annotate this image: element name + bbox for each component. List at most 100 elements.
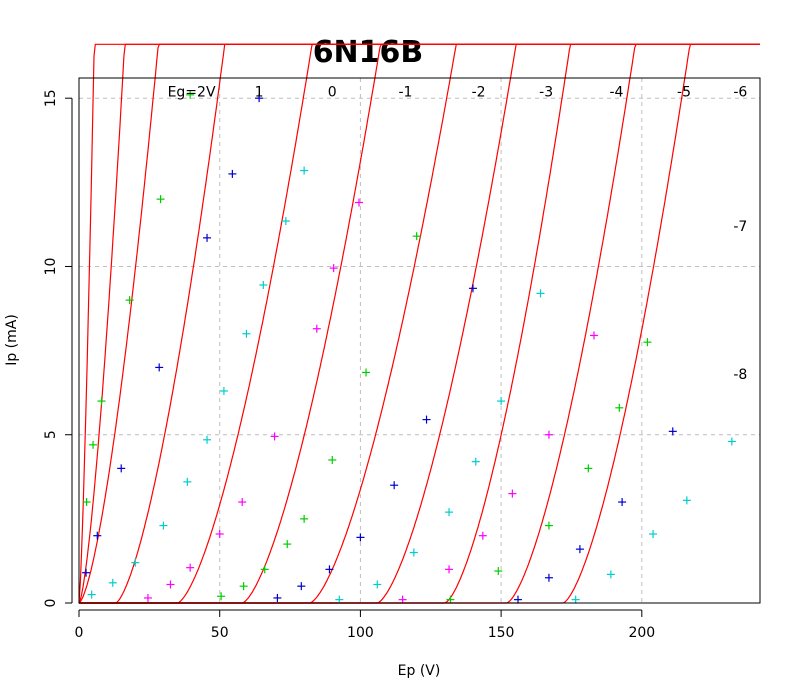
x-tick-label-0: 0 — [75, 625, 84, 641]
data-point — [398, 595, 407, 604]
data-point — [356, 533, 365, 542]
data-point — [300, 514, 309, 523]
data-point — [242, 329, 251, 338]
data-point — [571, 595, 580, 604]
data-point — [87, 590, 96, 599]
data-point — [186, 563, 195, 572]
curve-label-7: -5 — [677, 84, 691, 100]
data-point — [89, 440, 98, 449]
data-point — [97, 397, 106, 406]
data-point — [156, 195, 165, 204]
grid — [79, 78, 760, 603]
data-point — [412, 232, 421, 241]
data-point — [445, 508, 454, 517]
data-point — [228, 169, 237, 178]
model-curve-10 — [79, 43, 760, 604]
data-point — [217, 592, 226, 601]
data-point — [300, 166, 309, 175]
curve-label-5: -3 — [539, 84, 553, 100]
data-point — [373, 580, 382, 589]
data-point — [329, 264, 338, 273]
curve-label-10: -8 — [733, 367, 747, 383]
data-point — [203, 435, 212, 444]
data-point — [468, 284, 477, 293]
data-point — [494, 567, 503, 576]
data-point — [297, 582, 306, 591]
data-point — [727, 437, 736, 446]
data-point — [159, 521, 168, 530]
model-curve-2 — [78, 43, 760, 604]
data-point — [131, 558, 140, 567]
data-point — [682, 496, 691, 505]
curve-label-1: 1 — [255, 84, 264, 100]
data-point — [183, 477, 192, 486]
data-point — [478, 531, 487, 540]
data-point — [446, 595, 455, 604]
data-point — [354, 198, 363, 207]
x-axis-label: Ep (V) — [398, 663, 441, 679]
model-curve-6 — [79, 43, 760, 604]
data-point — [497, 397, 506, 406]
model-curve-4 — [79, 43, 760, 604]
data-point — [281, 217, 290, 226]
chart-title: 6N16B — [313, 35, 424, 70]
data-point — [409, 548, 418, 557]
data-point — [155, 363, 164, 372]
data-point — [283, 540, 292, 549]
data-point — [125, 296, 134, 305]
model-curve-0 — [78, 43, 760, 604]
model-curve-5 — [79, 43, 760, 604]
curve-labels: Eg=2V 1 0 -1 -2 -3 -4 -5 -6 -7 -8 — [168, 84, 748, 383]
data-point — [575, 545, 584, 554]
x-tick-label-3: 150 — [488, 625, 515, 641]
y-axis-label: Ip (mA) — [4, 314, 20, 366]
curve-label-4: -2 — [472, 84, 486, 100]
data-point — [325, 565, 334, 574]
x-tick-label-1: 50 — [211, 625, 229, 641]
data-point — [166, 580, 175, 589]
model-curve-7 — [79, 43, 760, 604]
model-curve-1 — [78, 43, 760, 604]
model-curve-9 — [79, 43, 760, 604]
data-point — [108, 578, 117, 587]
data-point — [117, 464, 126, 473]
data-point — [186, 90, 195, 99]
data-point — [471, 457, 480, 466]
axes: 0 50 100 150 200 0 5 10 15 — [43, 89, 655, 641]
curve-label-0: Eg=2V — [168, 84, 216, 100]
measured-points — [82, 90, 736, 604]
y-tick-label-0: 0 — [43, 599, 59, 608]
data-point — [239, 582, 248, 591]
data-point — [362, 368, 371, 377]
data-point — [544, 573, 553, 582]
data-point — [93, 531, 102, 540]
data-point — [589, 331, 598, 340]
data-point — [668, 427, 677, 436]
model-curves — [78, 43, 760, 604]
data-point — [536, 289, 545, 298]
y-tick-label-2: 10 — [43, 258, 59, 276]
y-tick-label-3: 15 — [43, 89, 59, 107]
data-point — [270, 432, 279, 441]
data-point — [649, 530, 658, 539]
data-point — [143, 593, 152, 602]
data-point — [203, 233, 212, 242]
data-point — [255, 94, 264, 103]
data-point — [238, 498, 247, 507]
data-point — [259, 280, 268, 289]
data-point — [215, 530, 224, 539]
curve-label-8: -6 — [733, 84, 747, 100]
data-point — [544, 521, 553, 530]
x-tick-label-2: 100 — [347, 625, 374, 641]
data-point — [584, 464, 593, 473]
data-point — [82, 568, 91, 577]
data-point — [260, 565, 269, 574]
plot-frame — [78, 77, 761, 604]
data-point — [615, 403, 624, 412]
data-point — [618, 498, 627, 507]
y-tick-label-1: 5 — [43, 430, 59, 439]
data-point — [328, 455, 337, 464]
data-point — [82, 498, 91, 507]
data-point — [643, 338, 652, 347]
data-point — [335, 595, 344, 604]
